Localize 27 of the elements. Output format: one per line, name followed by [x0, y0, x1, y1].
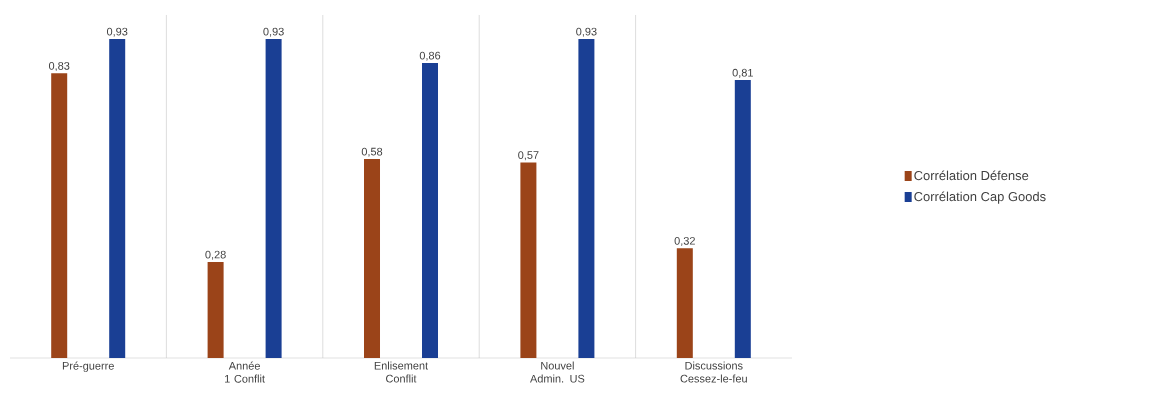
x-tick-label: Discussions Cessez-le-feu — [680, 361, 747, 383]
data-label: 0,58 — [361, 147, 383, 157]
bar — [676, 248, 693, 358]
bar — [364, 159, 380, 358]
data-label: 0,86 — [419, 51, 441, 61]
bar — [265, 38, 282, 358]
x-tick-label: Pré-guerre — [62, 361, 114, 372]
bar — [51, 73, 68, 358]
bar — [578, 38, 595, 358]
x-tick-label: Année 1 Conflit — [225, 361, 265, 383]
data-label: 0,93 — [263, 27, 284, 37]
data-label: 0,83 — [48, 61, 70, 72]
data-label: 0,81 — [732, 68, 753, 78]
data-label: 0,93 — [576, 27, 597, 37]
legend-label: Corrélation Cap Goods — [914, 191, 1046, 204]
x-tick-label: Enlisement Conflit — [374, 361, 429, 383]
bar — [109, 38, 126, 358]
bar — [422, 62, 438, 358]
legend-label: Corrélation Défense — [914, 170, 1029, 181]
data-label: 0,28 — [205, 250, 226, 260]
x-tick-label: Nouvel Admin. US — [530, 361, 585, 383]
data-label: 0,93 — [106, 27, 128, 37]
data-label: 0,32 — [674, 236, 695, 247]
bar — [520, 162, 537, 358]
bar — [207, 261, 224, 358]
bar — [734, 80, 751, 358]
data-label: 0,57 — [518, 151, 539, 161]
